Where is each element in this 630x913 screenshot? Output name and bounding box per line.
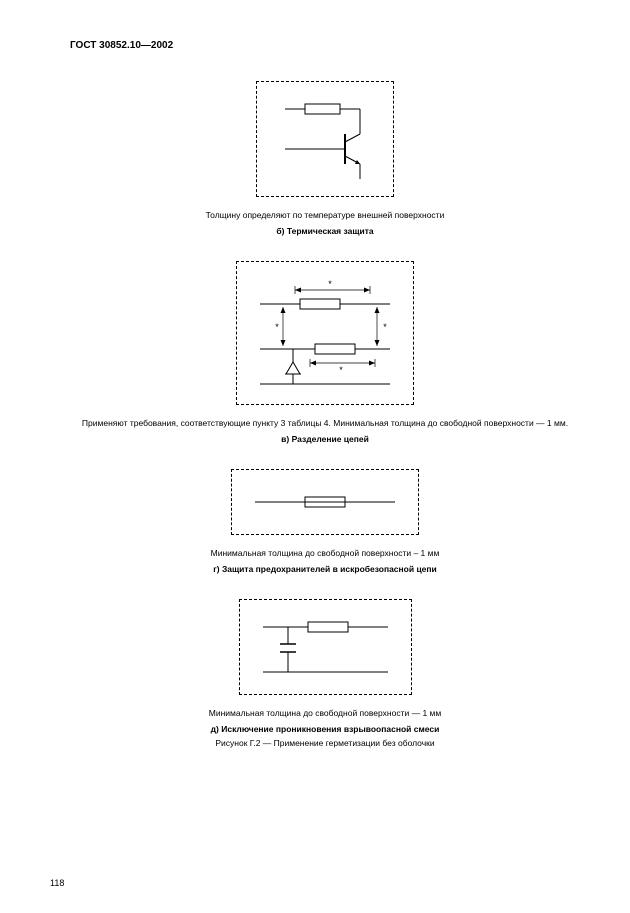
figure-g-block: Минимальная толщина до свободной поверхн…: [70, 469, 580, 574]
figure-b-caption: Толщину определяют по температуре внешне…: [70, 210, 580, 222]
figure-g-caption: Минимальная толщина до свободной поверхн…: [70, 548, 580, 560]
figure-d-box: [239, 599, 412, 695]
page-number: 118: [50, 878, 64, 888]
schematic-d: [258, 612, 393, 682]
svg-text:*: *: [328, 279, 332, 289]
figure-b-title: б) Термическая защита: [70, 226, 580, 236]
document-page: ГОСТ 30852.10—2002 Толщину определяют п: [0, 0, 630, 913]
schematic-g: [250, 482, 400, 522]
svg-text:*: *: [383, 322, 387, 332]
schematic-b: [275, 94, 375, 184]
figure-g-box: [231, 469, 419, 535]
figure-v-title: в) Разделение цепей: [70, 434, 580, 444]
figure-b-box: [256, 81, 394, 197]
figure-v-caption: Применяют требования, соответствующие пу…: [70, 418, 580, 430]
svg-text:*: *: [339, 365, 343, 375]
figure-g-title: г) Защита предохранителей в искробезопас…: [70, 564, 580, 574]
figure-v-box: * * * *: [236, 261, 414, 405]
figure-v-block: * * * *: [70, 261, 580, 444]
figure-d-caption: Минимальная толщина до свободной поверхн…: [70, 708, 580, 720]
figure-d-block: Минимальная толщина до свободной поверхн…: [70, 599, 580, 748]
figure-d-figcaption: Рисунок Г.2 — Применение герметизации бе…: [70, 738, 580, 748]
figure-d-title: д) Исключение проникновения взрывоопасно…: [70, 724, 580, 734]
gost-header: ГОСТ 30852.10—2002: [70, 40, 580, 51]
svg-text:*: *: [275, 322, 279, 332]
figure-b-block: Толщину определяют по температуре внешне…: [70, 81, 580, 236]
schematic-v: * * * *: [255, 274, 395, 392]
